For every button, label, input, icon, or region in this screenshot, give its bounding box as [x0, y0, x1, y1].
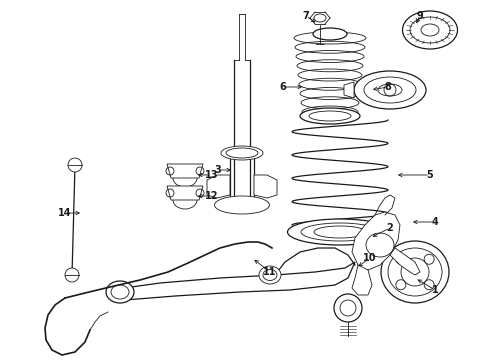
Ellipse shape	[354, 71, 426, 109]
Ellipse shape	[215, 196, 270, 214]
Ellipse shape	[221, 146, 263, 160]
Text: 1: 1	[432, 285, 439, 295]
Ellipse shape	[300, 108, 360, 124]
Polygon shape	[390, 248, 420, 275]
Text: 7: 7	[303, 11, 309, 21]
Text: 13: 13	[205, 170, 219, 180]
Ellipse shape	[381, 241, 449, 303]
Polygon shape	[110, 262, 355, 300]
Ellipse shape	[290, 221, 390, 241]
Circle shape	[65, 268, 79, 282]
Text: 8: 8	[385, 82, 392, 92]
Text: 10: 10	[363, 253, 377, 263]
Text: 3: 3	[215, 165, 221, 175]
Polygon shape	[207, 175, 230, 198]
Text: 12: 12	[205, 191, 219, 201]
Text: 6: 6	[280, 82, 286, 92]
Text: 11: 11	[263, 267, 277, 277]
Text: 9: 9	[416, 11, 423, 21]
Ellipse shape	[288, 219, 392, 245]
Circle shape	[334, 294, 362, 322]
Text: 2: 2	[387, 223, 393, 233]
Ellipse shape	[259, 266, 281, 284]
Polygon shape	[167, 164, 203, 178]
Polygon shape	[167, 186, 203, 200]
Polygon shape	[254, 175, 277, 198]
Ellipse shape	[366, 233, 394, 257]
Ellipse shape	[313, 28, 347, 40]
Circle shape	[68, 158, 82, 172]
Text: 14: 14	[58, 208, 72, 218]
Ellipse shape	[402, 11, 458, 49]
Polygon shape	[352, 212, 400, 270]
Text: 5: 5	[427, 170, 433, 180]
Polygon shape	[344, 82, 354, 98]
Text: 4: 4	[432, 217, 439, 227]
Ellipse shape	[106, 281, 134, 303]
